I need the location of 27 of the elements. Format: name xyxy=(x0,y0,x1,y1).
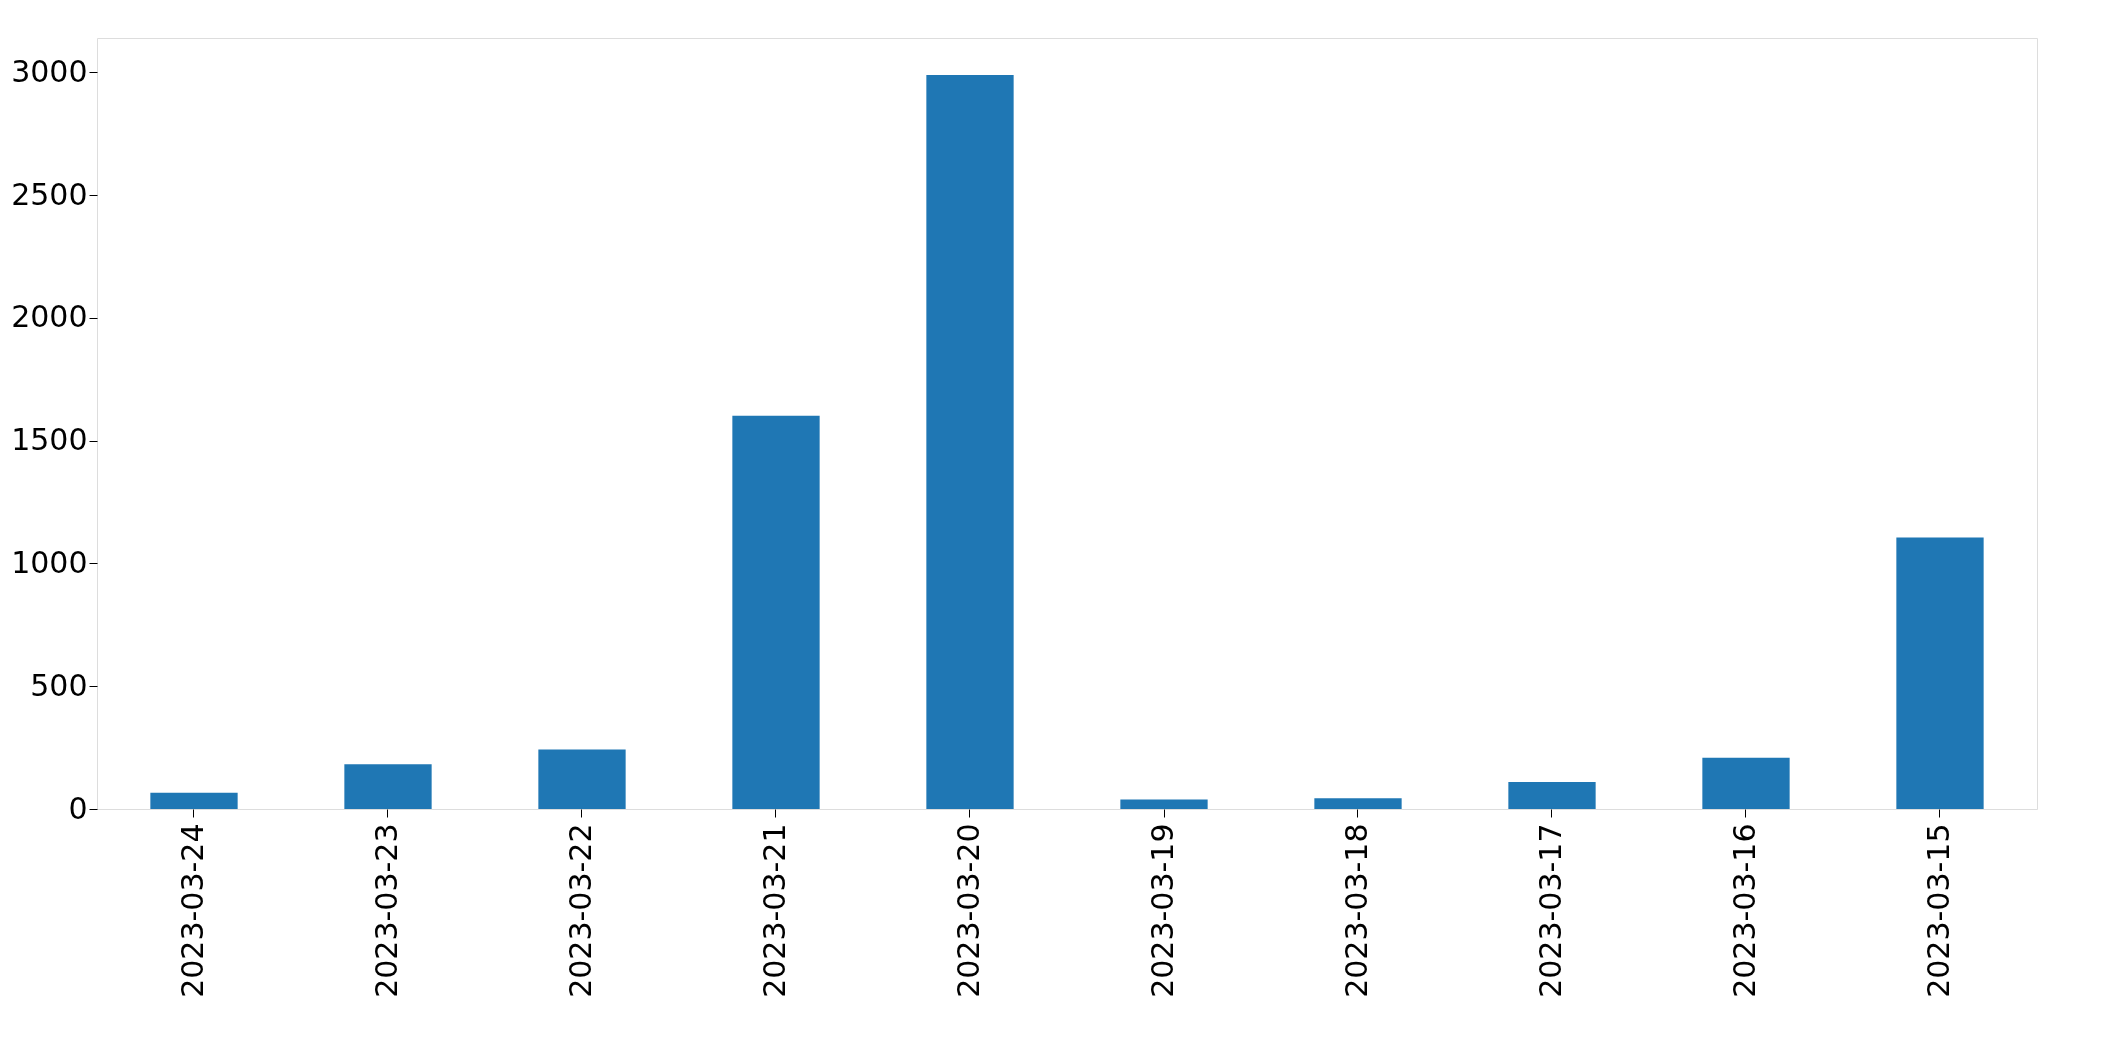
y-tick-label: 0 xyxy=(68,790,88,826)
y-tick-label: 1500 xyxy=(11,422,88,458)
bar xyxy=(1702,757,1790,809)
x-tick-label: 2023-03-17 xyxy=(1533,823,1568,998)
bar xyxy=(732,415,820,809)
x-tick-label: 2023-03-16 xyxy=(1727,823,1762,998)
x-tick-label: 2023-03-18 xyxy=(1339,823,1374,998)
x-tick-label: 2023-03-15 xyxy=(1921,823,1956,998)
bar xyxy=(150,792,238,809)
bar xyxy=(1508,781,1596,809)
y-tick-label: 500 xyxy=(30,667,88,703)
bar xyxy=(344,764,432,809)
y-tick-label: 2500 xyxy=(11,176,88,212)
bar xyxy=(1120,799,1208,809)
x-tick-label: 2023-03-22 xyxy=(563,823,598,998)
x-tick-label: 2023-03-20 xyxy=(951,823,986,998)
bar xyxy=(1896,537,1984,809)
y-tick-label: 1000 xyxy=(11,544,88,580)
x-tick-label: 2023-03-23 xyxy=(369,823,404,998)
y-tick-label: 3000 xyxy=(11,53,88,89)
bar xyxy=(538,749,626,809)
x-tick-label: 2023-03-21 xyxy=(757,823,792,998)
x-tick-label: 2023-03-24 xyxy=(175,823,210,998)
bar xyxy=(1314,798,1402,809)
x-tick-label: 2023-03-19 xyxy=(1145,823,1180,998)
bar xyxy=(926,75,1014,809)
y-tick-label: 2000 xyxy=(11,299,88,335)
